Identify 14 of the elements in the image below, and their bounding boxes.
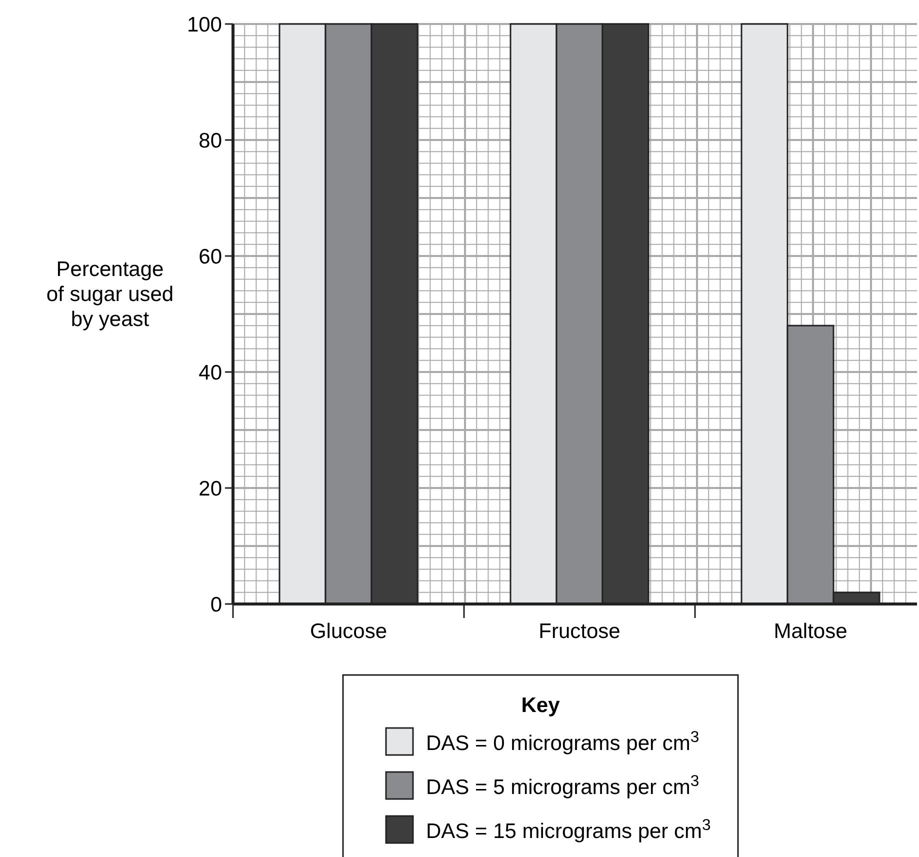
y-tick-label: 100	[186, 13, 222, 36]
y-tick-label: 0	[210, 593, 222, 616]
legend-label: DAS = 5 micrograms per cm$^{3}$	[426, 772, 700, 799]
y-tick-label: 80	[198, 129, 222, 152]
legend-label: DAS = 0 micrograms per cm$^{3}$	[426, 728, 700, 755]
x-tick-label: Glucose	[310, 620, 388, 643]
legend-label: DAS = 15 micrograms per cm$^{3}$	[426, 816, 711, 843]
y-tick-label: 60	[198, 245, 222, 268]
x-tick-label: Maltose	[774, 620, 848, 643]
y-tick-label: 40	[198, 361, 222, 384]
y-tick-label: 20	[198, 477, 222, 500]
x-tick-label: Fructose	[538, 620, 620, 643]
legend-title: Key	[521, 694, 560, 717]
y-axis-title: Percentage of sugar used by yeast	[46, 258, 174, 331]
